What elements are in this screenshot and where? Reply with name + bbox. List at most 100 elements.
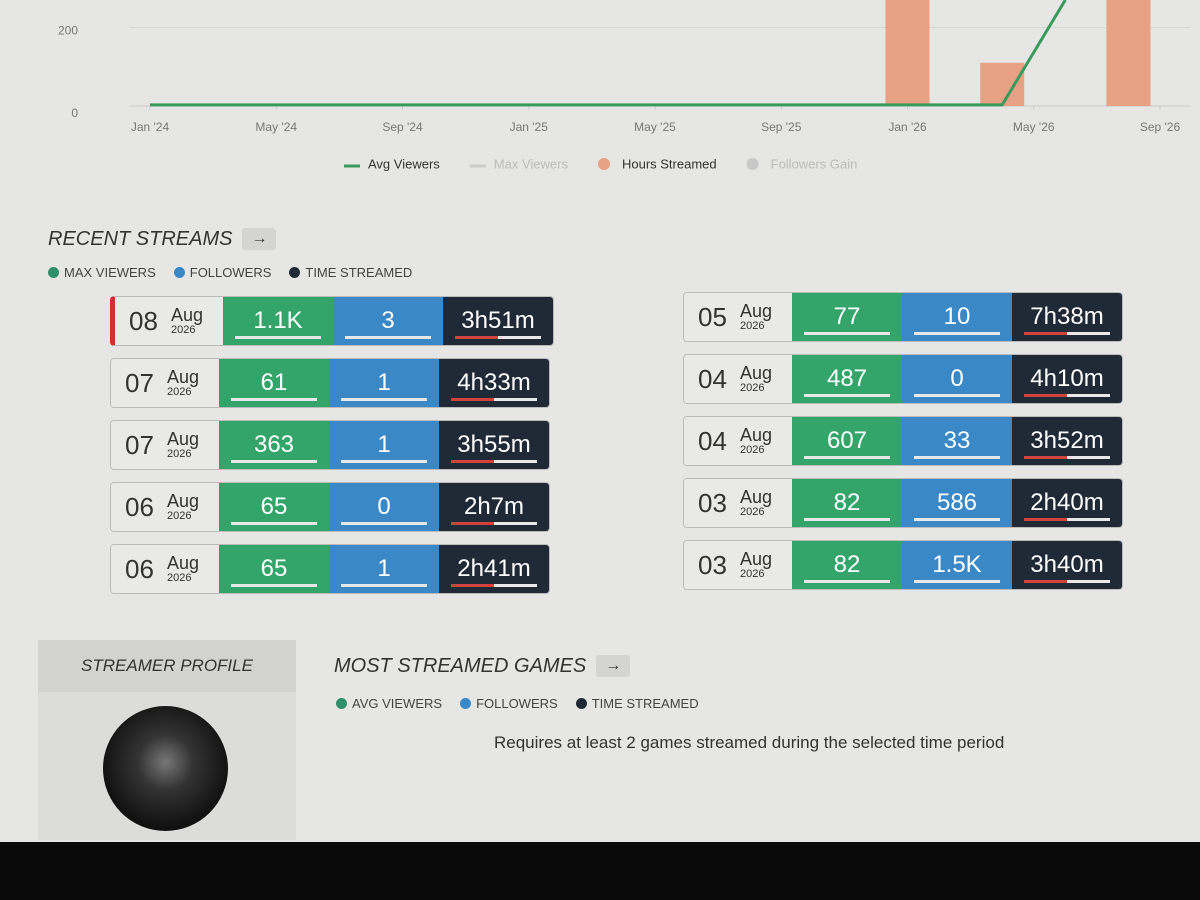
value: 1: [377, 555, 391, 582]
value: 1.5K: [932, 551, 982, 578]
day: 06: [125, 492, 154, 522]
value: 7h38m: [1030, 303, 1104, 330]
progress-bar: [914, 580, 1000, 583]
value: 4h10m: [1030, 365, 1104, 392]
arrow-button[interactable]: →: [242, 228, 277, 250]
time-cell: 2h7m: [439, 483, 549, 531]
legend: AVG VIEWERS FOLLOWERS TIME STREAMED: [336, 696, 699, 711]
date-cell: 03 Aug 2026: [684, 541, 792, 589]
progress-bar: [451, 522, 537, 525]
day: 07: [125, 368, 154, 398]
value: 65: [260, 493, 288, 520]
month: Aug: [171, 305, 204, 325]
value: 607: [826, 427, 868, 454]
stream-row: 04 Aug 2026 487 0 4h10m: [683, 354, 1123, 404]
progress-bar: [914, 332, 1000, 335]
time-cell: 2h41m: [439, 545, 549, 593]
year: 2026: [171, 324, 196, 336]
x-tick-label: Sep '24: [382, 120, 423, 134]
max-viewers-cell: 487: [792, 355, 902, 403]
x-tick-label: Sep '26: [1140, 120, 1181, 134]
legend-dot: [173, 267, 185, 278]
max-viewers-cell: 82: [792, 479, 902, 527]
progress-bar: [1024, 332, 1110, 335]
followers-cell: 0: [902, 355, 1012, 403]
legend-swatch: [597, 158, 610, 170]
progress-bar: [804, 332, 890, 335]
progress-bar: [804, 580, 890, 583]
value: 3h52m: [1030, 427, 1104, 454]
time-cell: 2h40m: [1012, 479, 1122, 527]
followers-cell: 1: [329, 421, 439, 469]
legend-item: TIME STREAMED: [289, 265, 412, 280]
profile-panel: STREAMER PROFILE: [38, 640, 296, 840]
value: 2h40m: [1030, 489, 1104, 516]
legend-dot: [575, 698, 587, 709]
value: 65: [260, 555, 288, 582]
value: 3: [381, 307, 395, 334]
max-viewers-cell: 607: [792, 417, 902, 465]
legend-label: FOLLOWERS: [476, 696, 558, 711]
chart: Avg Viewers Max Viewers Hours Streamed Foll…: [58, 0, 1190, 171]
stream-row: 06 Aug 2026 65 1 2h41m: [110, 544, 550, 594]
value: 487: [826, 365, 868, 392]
legend-label: FOLLOWERS: [189, 265, 272, 280]
date-cell: 05 Aug 2026: [684, 293, 792, 341]
bezel: [0, 842, 1200, 900]
legend-dot: [289, 267, 301, 278]
progress-bar: [914, 394, 1000, 397]
value: 2h41m: [457, 555, 531, 582]
time-cell: 3h51m: [443, 297, 553, 345]
date-cell: 06 Aug 2026: [111, 483, 219, 531]
time-cell: 4h33m: [439, 359, 549, 407]
date-cell: 04 Aug 2026: [684, 417, 792, 465]
progress-bar: [231, 584, 317, 587]
value: 586: [936, 489, 978, 516]
stream-row: 06 Aug 2026 65 0 2h7m: [110, 482, 550, 532]
legend-dot: [48, 267, 59, 278]
stream-row: 05 Aug 2026 77 10 7h38m: [683, 292, 1123, 342]
progress-bar: [914, 518, 1000, 521]
day: 04: [698, 426, 727, 456]
stream-row: 03 Aug 2026 82 1.5K 3h40m: [683, 540, 1123, 590]
progress-bar: [914, 456, 1000, 459]
max-viewers-cell: 1.1K: [223, 297, 333, 345]
month: Aug: [167, 553, 200, 573]
year: 2026: [167, 572, 192, 584]
date-cell: 06 Aug 2026: [111, 545, 219, 593]
legend: MAX VIEWERS FOLLOWERS TIME STREAMED: [48, 265, 412, 280]
legend-label: AVG VIEWERS: [352, 696, 443, 711]
progress-bar: [804, 518, 890, 521]
progress-bar: [341, 584, 427, 587]
bar: [1106, 0, 1151, 106]
x-tick-label: Jan '25: [510, 120, 549, 134]
legend-dot: [336, 698, 347, 709]
month: Aug: [167, 429, 200, 449]
legend-item: FOLLOWERS: [173, 265, 272, 280]
max-viewers-cell: 82: [792, 541, 902, 589]
section-title: MOST STREAMED GAMES: [334, 655, 587, 677]
value: 1: [377, 369, 391, 396]
max-viewers-cell: 61: [219, 359, 329, 407]
month: Aug: [740, 363, 773, 383]
message: Requires at least 2 games streamed durin…: [494, 733, 1005, 752]
value: 1: [377, 431, 391, 458]
recent-streams-header: RECENT STREAMS →: [48, 228, 277, 251]
date-cell: 08 Aug 2026: [115, 297, 223, 345]
progress-bar: [231, 398, 317, 401]
stream-row: 04 Aug 2026 607 33 3h52m: [683, 416, 1123, 466]
year: 2026: [167, 448, 192, 460]
bar: [980, 62, 1025, 106]
progress-bar: [231, 460, 317, 463]
month: Aug: [740, 301, 773, 321]
year: 2026: [167, 386, 192, 398]
arrow-button[interactable]: →: [596, 655, 631, 677]
value: 1.1K: [253, 307, 303, 334]
day: 08: [129, 306, 158, 336]
legend-label: Max Viewers: [494, 156, 569, 171]
legend-dot: [460, 698, 472, 709]
progress-bar: [341, 460, 427, 463]
value: 4h33m: [457, 369, 531, 396]
stream-row: 08 Aug 2026 1.1K 3 3h51m: [110, 296, 554, 346]
